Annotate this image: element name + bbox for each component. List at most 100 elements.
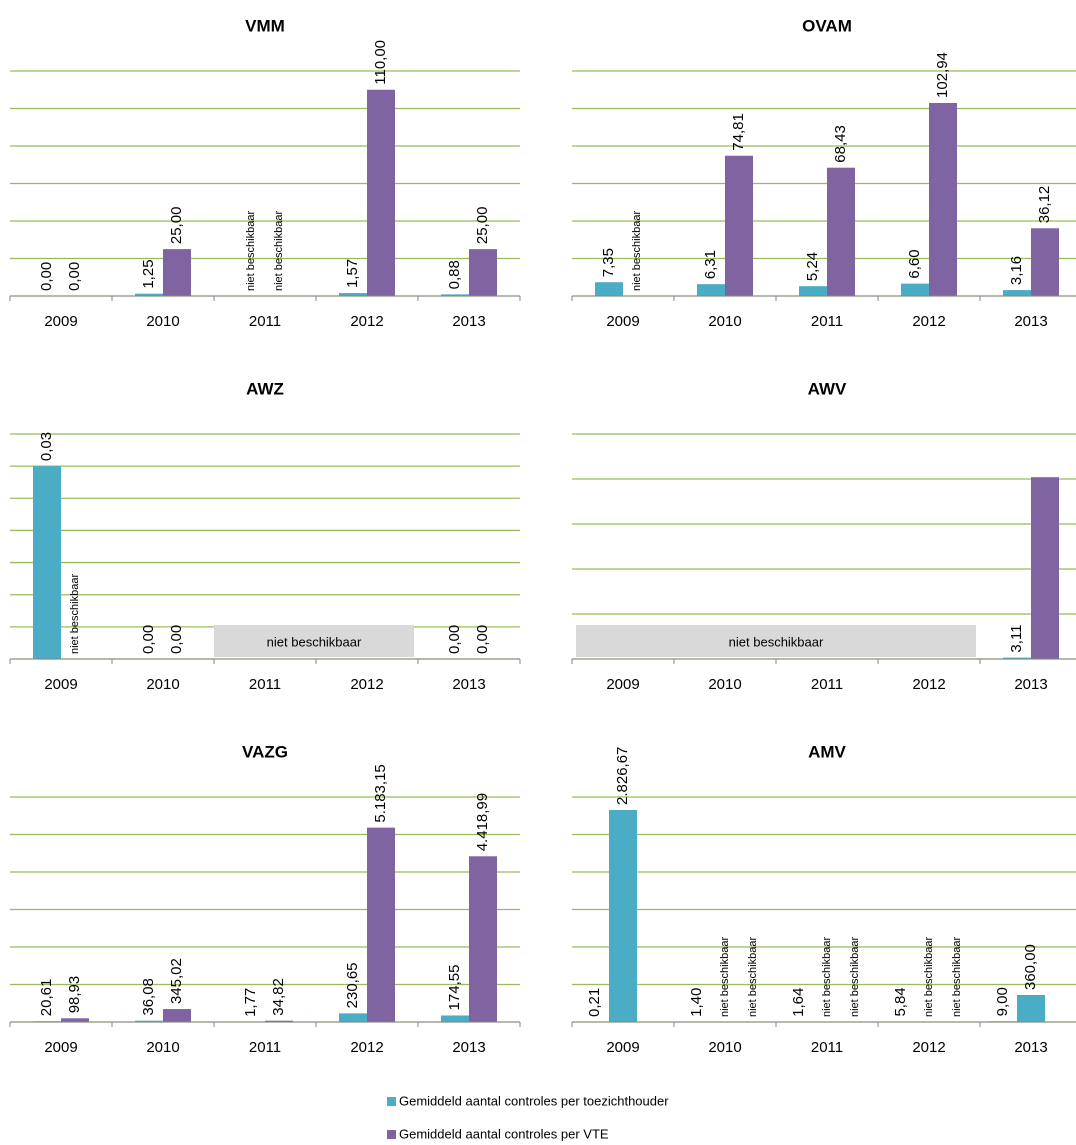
bar <box>725 155 753 296</box>
value-label: niet beschikbaar <box>849 937 861 1017</box>
value-label: 230,65 <box>344 962 361 1008</box>
value-label: 110,00 <box>372 40 389 85</box>
bar <box>367 827 395 1022</box>
x-tick-label: 2012 <box>912 676 945 693</box>
value-label: 25,00 <box>474 207 491 245</box>
value-label: 34,82 <box>270 978 287 1016</box>
bar <box>441 1015 469 1022</box>
x-tick-label: 2009 <box>44 1039 77 1056</box>
value-label: 25,00 <box>168 207 185 245</box>
value-label: niet beschikbaar <box>923 937 935 1017</box>
x-tick-label: 2009 <box>606 1039 639 1056</box>
value-label: 20,61 <box>38 979 55 1017</box>
value-label: niet beschikbaar <box>951 937 963 1017</box>
value-label: 36,12 <box>1036 186 1053 224</box>
value-label: 6,60 <box>906 249 923 278</box>
na-band <box>214 625 414 657</box>
value-label: 0,00 <box>474 625 491 654</box>
value-label: 0,21 <box>586 988 603 1017</box>
x-tick-label: 2012 <box>912 313 945 330</box>
x-tick-label: 2013 <box>1014 313 1047 330</box>
value-label: 0,88 <box>446 260 463 289</box>
value-label: 5,84 <box>892 987 909 1016</box>
x-tick-label: 2010 <box>146 313 179 330</box>
bar <box>929 102 957 296</box>
bar <box>339 1013 367 1022</box>
x-tick-label: 2011 <box>249 313 281 330</box>
value-label: 0,03 <box>38 432 55 461</box>
value-label: 174,55 <box>446 965 463 1011</box>
x-tick-label: 2010 <box>708 313 741 330</box>
x-tick-label: 2011 <box>811 313 843 330</box>
bar <box>1031 477 1059 659</box>
value-label: 1,64 <box>790 988 807 1017</box>
na-band <box>576 625 976 657</box>
bar <box>1003 657 1031 659</box>
value-label: 0,00 <box>168 625 185 654</box>
x-tick-label: 2013 <box>452 676 485 693</box>
value-label: 345,02 <box>168 958 185 1004</box>
value-label: 3,16 <box>1008 256 1025 285</box>
x-tick-label: 2010 <box>708 1039 741 1056</box>
value-label: 5,24 <box>804 252 821 281</box>
bar <box>135 293 163 296</box>
x-tick-label: 2013 <box>1014 1039 1047 1056</box>
value-label: 98,93 <box>66 976 83 1014</box>
value-label: niet beschikbaar <box>273 211 285 291</box>
chart-title: AWZ <box>246 379 284 398</box>
bar <box>827 167 855 296</box>
x-tick-label: 2010 <box>708 676 741 693</box>
chart-title: OVAM <box>802 16 852 35</box>
x-tick-label: 2011 <box>811 1039 843 1056</box>
bar <box>367 89 395 296</box>
chart-title: AWV <box>808 379 847 398</box>
value-label: 4.418,99 <box>474 793 491 851</box>
bar <box>163 1009 191 1022</box>
bar <box>799 286 827 296</box>
x-tick-label: 2013 <box>452 1039 485 1056</box>
value-label: 102,94 <box>934 52 951 98</box>
value-label: 1,57 <box>344 259 361 288</box>
bar <box>441 294 469 296</box>
x-tick-label: 2009 <box>606 313 639 330</box>
value-label: 7,35 <box>600 248 617 277</box>
value-label: 9,00 <box>994 987 1011 1016</box>
bar <box>901 283 929 296</box>
x-tick-label: 2012 <box>350 676 383 693</box>
value-label: niet beschikbaar <box>245 211 257 291</box>
value-label: 36,08 <box>140 978 157 1016</box>
bar <box>609 809 637 1022</box>
x-tick-label: 2011 <box>811 676 843 693</box>
x-tick-label: 2012 <box>350 313 383 330</box>
value-label: 5.183,15 <box>372 764 389 822</box>
na-band-label: niet beschikbaar <box>729 634 824 649</box>
x-tick-label: 2013 <box>1014 676 1047 693</box>
bar <box>469 249 497 296</box>
bar <box>33 466 61 659</box>
value-label: 68,43 <box>832 125 849 163</box>
x-tick-label: 2011 <box>249 1039 281 1056</box>
value-label: 360,00 <box>1022 944 1039 990</box>
chart-title: VAZG <box>242 742 288 761</box>
bar <box>469 856 497 1022</box>
value-label: 6,31 <box>702 250 719 279</box>
value-label: 74,81 <box>730 113 747 151</box>
bar <box>697 284 725 296</box>
value-label: 1,40 <box>688 988 705 1017</box>
value-label: niet beschikbaar <box>821 937 833 1017</box>
x-tick-label: 2009 <box>44 676 77 693</box>
value-label: 3,11 <box>1008 625 1025 653</box>
value-label: niet beschikbaar <box>631 211 643 291</box>
x-tick-label: 2011 <box>249 676 281 693</box>
value-label: 0,00 <box>140 625 157 654</box>
bar <box>265 1020 293 1022</box>
x-tick-label: 2012 <box>912 1039 945 1056</box>
value-label: 1,25 <box>140 259 157 288</box>
bar <box>163 249 191 296</box>
value-label: 1,77 <box>242 988 259 1017</box>
x-tick-label: 2010 <box>146 676 179 693</box>
bar <box>339 293 367 296</box>
legend-label: Gemiddeld aantal controles per VTE <box>399 1126 609 1141</box>
bar <box>61 1018 89 1022</box>
